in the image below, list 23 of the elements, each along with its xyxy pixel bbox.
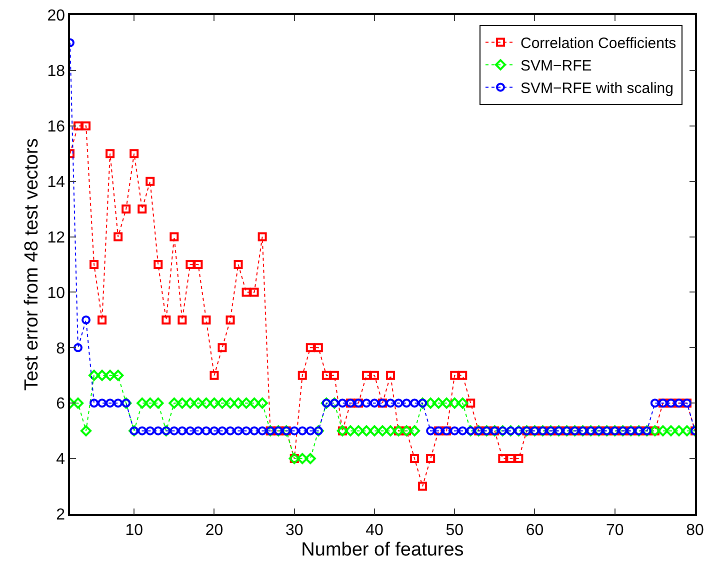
x-tick-label: 70: [606, 522, 624, 539]
y-tick-label: 18: [47, 63, 66, 80]
x-tick-label: 50: [446, 522, 464, 539]
y-tick-label: 12: [47, 229, 66, 246]
x-tick-label: 80: [686, 522, 704, 539]
y-tick-label: 16: [47, 118, 66, 136]
y-tick-label: 8: [56, 340, 66, 358]
legend-label: Correlation Coefficients: [520, 35, 676, 52]
x-tick-label: 40: [366, 522, 384, 539]
y-axis-title: Test error from 48 test vectors: [22, 138, 43, 391]
y-tick-label: 20: [47, 8, 66, 25]
x-tick-label: 60: [526, 522, 544, 539]
y-tick-label: 10: [47, 284, 66, 302]
x-axis-title: Number of features: [301, 539, 464, 560]
x-tick-label: 10: [125, 522, 144, 539]
y-tick-label: 6: [56, 396, 66, 413]
legend-label: SVM−RFE: [520, 58, 592, 75]
x-tick-label: 30: [285, 522, 304, 539]
legend-label: SVM−RFE with scaling: [520, 80, 674, 98]
y-tick-label: 4: [56, 451, 66, 468]
y-tick-label: 14: [47, 174, 66, 191]
y-tick-label: 2: [56, 506, 66, 524]
x-tick-label: 20: [205, 522, 224, 539]
